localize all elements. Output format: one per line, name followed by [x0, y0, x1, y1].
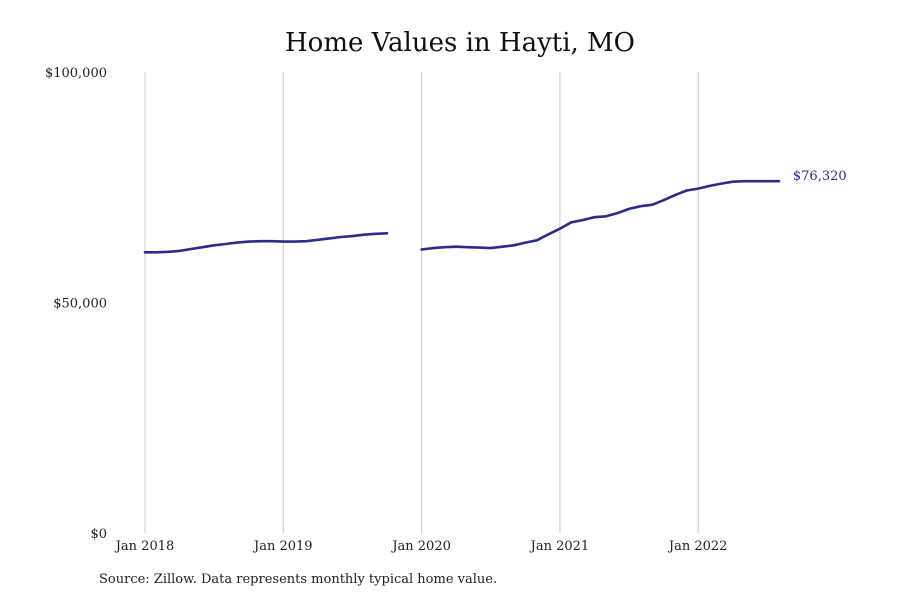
y-tick-label: $0: [90, 527, 107, 542]
series-line-segment-1: [143, 232, 389, 254]
x-tick-label: Jan 2022: [667, 539, 728, 554]
y-axis-ticks: $0 $50,000 $100,000: [45, 66, 107, 542]
gridlines: [144, 72, 699, 533]
series-lines: [143, 179, 781, 254]
x-tick-label: Jan 2019: [252, 539, 313, 554]
y-tick-label: $100,000: [45, 66, 107, 81]
x-tick-label: Jan 2018: [114, 539, 175, 554]
end-value-label: $76,320: [793, 169, 847, 184]
source-note: Source: Zillow. Data represents monthly …: [99, 572, 498, 587]
series-line-segment-2: [420, 179, 781, 251]
y-tick-label: $50,000: [53, 297, 107, 312]
x-tick-label: Jan 2021: [529, 539, 590, 554]
x-tick-label: Jan 2020: [390, 539, 451, 554]
chart-title: Home Values in Hayti, MO: [285, 28, 635, 58]
x-axis-ticks: Jan 2018 Jan 2019 Jan 2020 Jan 2021 Jan 2022: [114, 539, 728, 554]
